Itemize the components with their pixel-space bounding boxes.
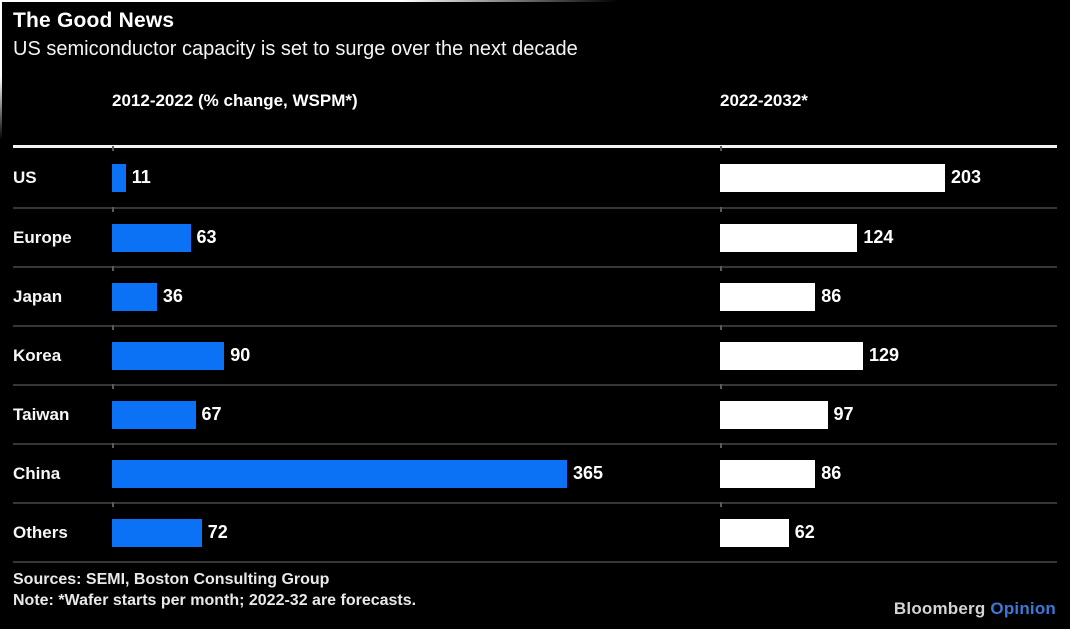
bar-right-china [720,459,816,488]
value-label: 63 [196,227,217,247]
value-label: 62 [794,522,815,542]
panel-2012-2022: 365 [112,445,720,502]
panel-2022-2032: 124 [720,209,1057,266]
axis-tick [720,266,722,271]
bar-right-us [720,163,945,192]
value-label: 86 [821,286,842,306]
axis-tick [720,502,722,507]
value-label: 11 [131,167,151,187]
panel-2012-2022: 11 [112,148,720,207]
panel-2012-2022: 72 [112,504,720,561]
footnote: Note: *Wafer starts per month; 2022-32 a… [13,592,417,609]
table-row-korea: Korea 90 129 [13,325,1057,384]
panel-2022-2032: 129 [720,327,1057,384]
brand-bloomberg: Bloomberg [893,599,986,618]
table-row-japan: Japan 36 86 [13,266,1057,325]
header-rule [13,145,1057,148]
row-label: Japan [13,286,63,306]
axis-tick [112,443,114,448]
axis-tick [112,207,114,212]
bloomberg-opinion-logo: Bloomberg Opinion [894,599,1056,619]
axis-tick [720,325,722,330]
value-label: 90 [230,345,251,365]
chart-rows: US 11 203 Europe 63 124 Japan 36 86 Korea 90 129 Tai… [13,146,1057,563]
bar-right-korea [720,341,863,370]
table-row-europe: Europe 63 124 [13,207,1057,266]
panel-2022-2032: 62 [720,504,1057,561]
bar-right-japan [720,282,816,311]
bar-left-korea [112,341,225,370]
row-label: China [13,463,61,483]
brand-opinion: Opinion [990,599,1056,618]
panel-2012-2022: 36 [112,268,720,325]
axis-tick [112,146,114,151]
bar-right-europe [720,223,858,252]
axis-tick [720,443,722,448]
axis-tick [112,502,114,507]
panel-2012-2022: 63 [112,209,720,266]
axis-tick [720,146,722,151]
screenshot-edge-artifact-top [0,0,618,2]
bar-left-europe [112,223,191,252]
chart-footer: Sources: SEMI, Boston Consulting Group N… [13,569,1057,611]
row-label: Taiwan [13,404,70,424]
axis-tick [112,325,114,330]
value-label: 36 [162,286,183,306]
column-header-right: 2022-2032* [720,91,808,110]
bar-right-taiwan [720,400,828,429]
value-label: 72 [207,522,228,542]
panel-2022-2032: 86 [720,268,1057,325]
bar-left-us [112,163,126,192]
row-label: Europe [13,227,72,247]
bar-left-others [112,518,202,547]
value-label: 86 [821,463,842,483]
axis-tick [720,384,722,389]
table-row-others: Others 72 62 [13,502,1057,561]
row-label: Others [13,522,68,542]
page-title: The Good News [13,9,175,32]
value-label: 129 [869,345,900,365]
screenshot-edge-artifact-left [0,0,2,140]
value-label: 124 [863,227,894,247]
value-label: 67 [201,404,222,424]
panel-2012-2022: 67 [112,386,720,443]
row-label: Korea [13,345,62,365]
column-header-spacer [13,90,112,112]
column-headers: 2012-2022 (% change, WSPM*) 2022-2032* [13,90,1057,112]
panel-2022-2032: 203 [720,148,1057,207]
axis-tick [112,384,114,389]
value-label: 97 [833,404,854,424]
bar-left-taiwan [112,400,196,429]
panel-2022-2032: 86 [720,445,1057,502]
page-subtitle: US semiconductor capacity is set to surg… [13,38,578,60]
axis-tick [112,266,114,271]
panel-2012-2022: 90 [112,327,720,384]
bar-left-china [112,459,567,488]
bar-left-japan [112,282,157,311]
bar-right-others [720,518,789,547]
panel-2022-2032: 97 [720,386,1057,443]
axis-tick [720,207,722,212]
table-row-us: US 11 203 [13,146,1057,207]
table-row-taiwan: Taiwan 67 97 [13,384,1057,443]
value-label: 365 [573,463,604,483]
sources-note: Sources: SEMI, Boston Consulting Group [13,571,330,588]
row-label: US [13,167,37,187]
column-header-left: 2012-2022 (% change, WSPM*) [112,91,358,110]
table-row-china: China 365 86 [13,443,1057,502]
value-label: 203 [951,167,982,187]
